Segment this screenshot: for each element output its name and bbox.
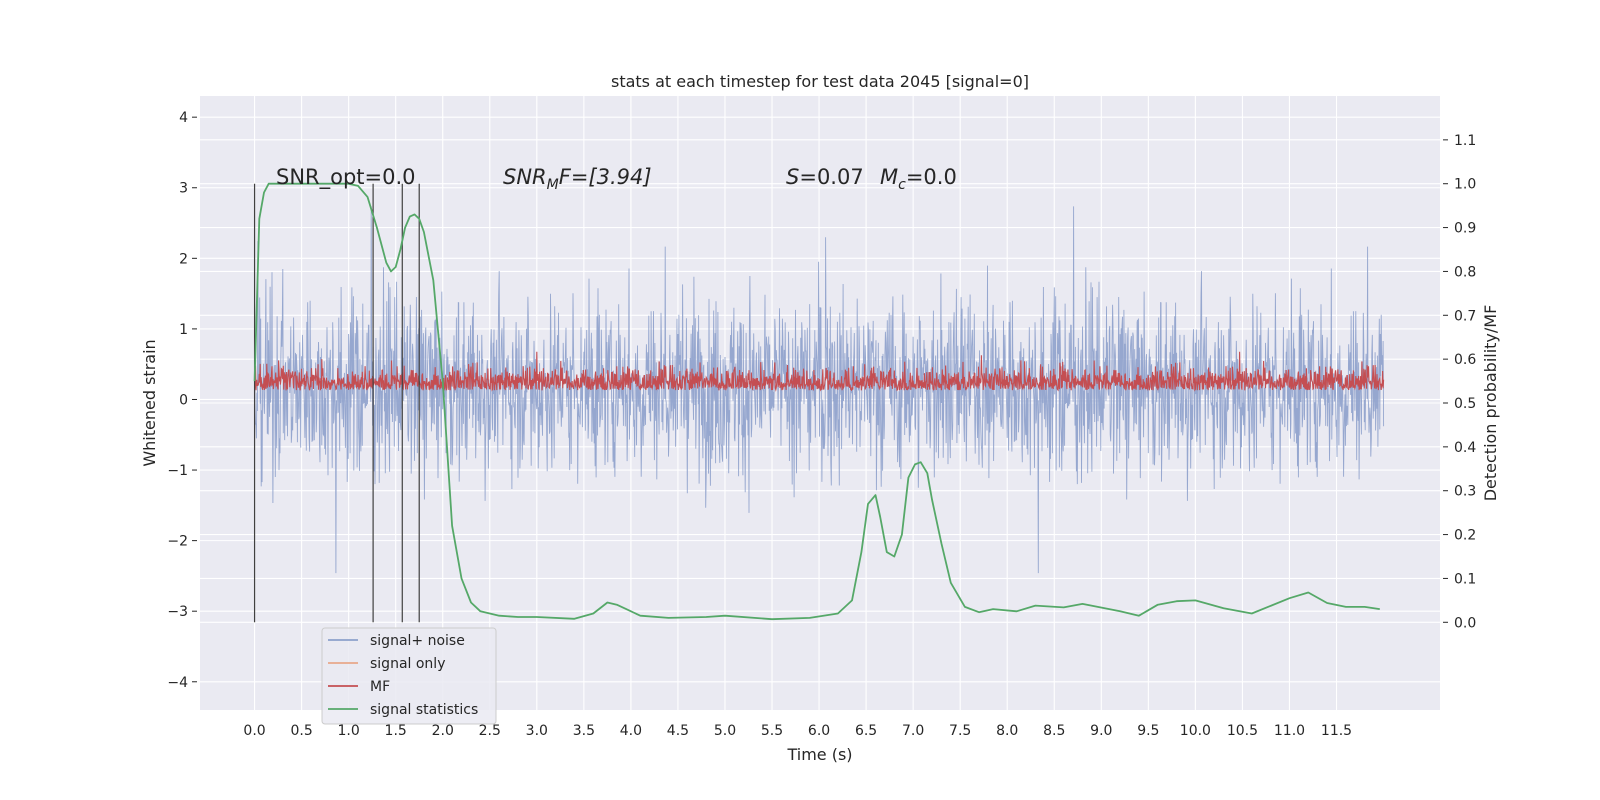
y2-tick-label: 0.3	[1454, 484, 1476, 500]
x-tick-label: 10.5	[1227, 723, 1258, 739]
signal-noise-line	[254, 206, 1385, 574]
x-tick-label: 11.5	[1321, 723, 1352, 739]
x-tick-label: 2.5	[479, 723, 501, 739]
x-tick-label: 6.5	[855, 723, 877, 739]
snr-mf-rest: F=[3.94]	[559, 165, 652, 189]
y2-tick-label: 0.6	[1454, 352, 1476, 368]
snr-mf-sub: M	[547, 177, 559, 193]
x-tick-label: 6.0	[808, 723, 830, 739]
x-tick-labels: 0.0 0.5 1.0 1.5 2.0 2.5 3.0 3.5 4.0 4.5 5.0 5.5 6.0 6…	[243, 723, 1352, 739]
x-tick-label: 0.0	[243, 723, 265, 739]
x-tick-label: 7.0	[902, 723, 924, 739]
y2-tick-label: 0.4	[1454, 440, 1476, 456]
x-tick-label: 3.5	[573, 723, 595, 739]
y-tick-label: 0	[179, 392, 188, 408]
y-tick-label: −4	[167, 675, 188, 691]
x-tick-label: 8.0	[996, 723, 1018, 739]
x-tick-label: 5.0	[714, 723, 736, 739]
snr-mf-annotation: SNRMF=[3.94]	[503, 165, 652, 193]
x-tick-label: 1.5	[385, 723, 407, 739]
x-tick-label: 3.0	[526, 723, 548, 739]
s-label: S	[786, 165, 799, 189]
mc-annotation: Mc=0.0	[880, 165, 957, 193]
x-tick-label: 9.0	[1090, 723, 1112, 739]
y-tick-labels: −4 −3 −2 −1 0 1 2 3 4	[167, 110, 197, 691]
y-tick-label: −2	[167, 534, 188, 550]
s-annotation: S=0.07	[786, 165, 864, 189]
y2-tick-label: 0.8	[1454, 264, 1476, 280]
y-tick-label: 1	[179, 322, 188, 338]
x-tick-label: 7.5	[949, 723, 971, 739]
x-tick-label: 4.5	[667, 723, 689, 739]
x-axis-label: Time (s)	[786, 745, 852, 764]
x-tick-label: 9.5	[1137, 723, 1159, 739]
y2-tick-label: 0.1	[1454, 571, 1476, 587]
legend-label-signal-statistics: signal statistics	[370, 702, 478, 718]
legend: signal+ noise signal only MF signal stat…	[321, 627, 497, 725]
y2-tick-label: 0.5	[1454, 396, 1476, 412]
legend-label-signal-noise: signal+ noise	[370, 633, 465, 649]
chart-title: stats at each timestep for test data 204…	[611, 72, 1029, 91]
x-tick-label: 2.0	[432, 723, 454, 739]
y-tick-label: −3	[167, 604, 188, 620]
legend-label-mf: MF	[370, 679, 390, 695]
x-tick-label: 10.0	[1180, 723, 1211, 739]
series-signal-statistics	[253, 182, 1380, 621]
y-tick-label: 4	[179, 110, 188, 126]
s-value: =0.07	[799, 165, 863, 189]
x-tick-label: 11.0	[1274, 723, 1305, 739]
x-tick-label: 1.0	[338, 723, 360, 739]
x-tick-label: 5.5	[761, 723, 783, 739]
vertical-markers	[253, 183, 420, 623]
series-signal-noise	[254, 206, 1385, 574]
y2-tick-label: 0.9	[1454, 221, 1476, 237]
y2-tick-label: 1.0	[1454, 177, 1476, 193]
x-tick-label: 0.5	[290, 723, 312, 739]
signal-statistics-line	[253, 182, 1380, 621]
legend-label-signal-only: signal only	[370, 656, 445, 672]
mc-sub: c	[898, 177, 906, 193]
y-axis-label: Whitened strain	[140, 339, 159, 466]
y2-tick-label: 0.2	[1454, 528, 1476, 544]
mc-value: =0.0	[906, 165, 957, 189]
mc-base: M	[880, 165, 898, 189]
y-tick-label: −1	[167, 463, 188, 479]
y2-tick-labels: 0.0 0.1 0.2 0.3 0.4 0.5 0.6 0.7 0.8 0.9 1.0 1.1	[1443, 133, 1476, 631]
x-tick-label: 8.5	[1043, 723, 1065, 739]
y2-tick-label: 0.7	[1454, 308, 1476, 324]
snr-mf-base: SNR	[503, 165, 547, 189]
y2-axis-label: Detection probability/MF	[1481, 305, 1500, 502]
y-tick-label: 3	[179, 181, 188, 197]
y2-tick-label: 1.1	[1454, 133, 1476, 149]
snr-opt-annotation: SNR_opt=0.0	[276, 165, 416, 190]
legend-box	[321, 627, 497, 725]
y-tick-label: 2	[179, 251, 188, 267]
y2-tick-label: 0.0	[1454, 615, 1476, 631]
x-tick-label: 4.0	[620, 723, 642, 739]
